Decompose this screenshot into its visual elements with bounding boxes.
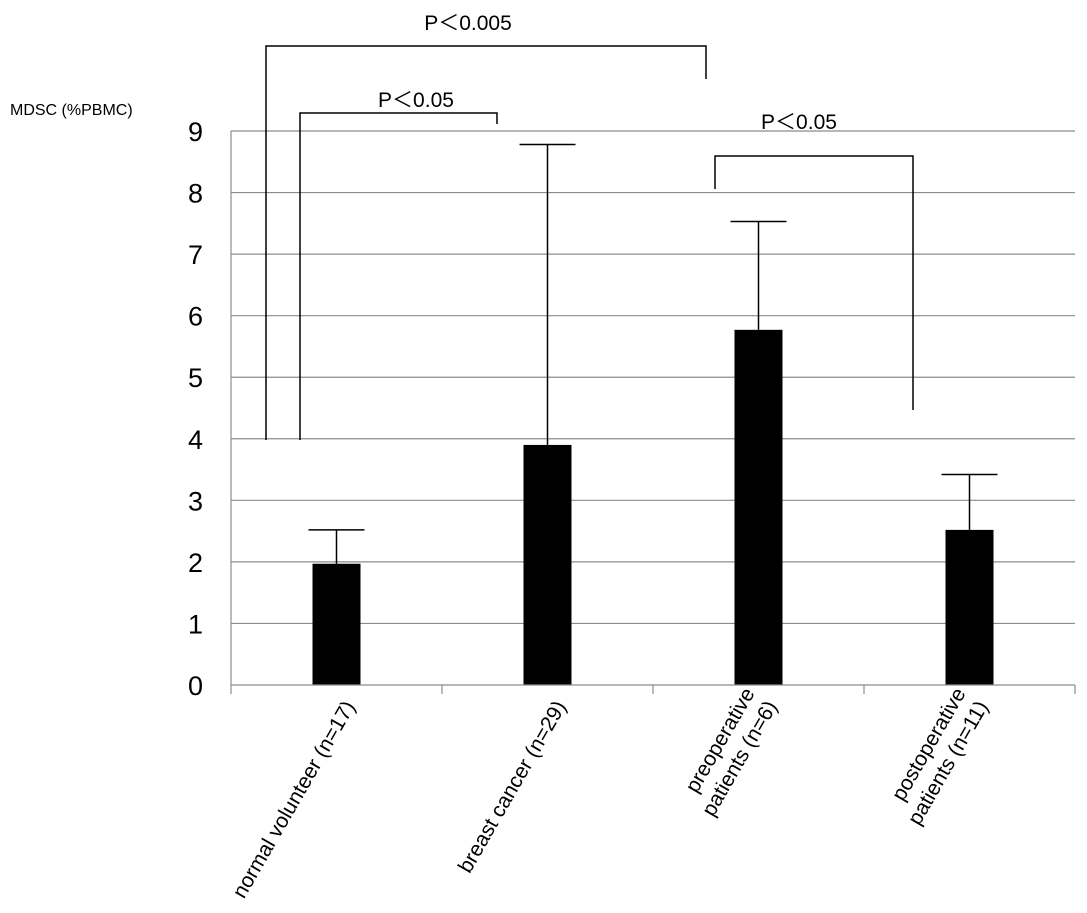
y-axis-label: MDSC (%PBMC)	[10, 102, 133, 119]
significance-label: P＜0.05	[378, 89, 454, 112]
y-tick-label: 2	[188, 548, 203, 578]
category-label-line: normal volunteer (n=17)	[228, 697, 360, 902]
significance-label: P＜0.05	[761, 111, 837, 134]
significance-bracket	[299, 112, 498, 440]
y-tick-label: 1	[188, 609, 203, 639]
y-tick-label: 6	[188, 302, 203, 332]
y-axis-ticks: 0 1 2 3 4 5 6 7 8 9	[188, 117, 203, 701]
x-axis	[230, 131, 1076, 694]
significance-bracket	[265, 45, 707, 440]
significance-brackets: P＜0.005 P＜0.05 P＜0.05	[265, 12, 914, 440]
category-label: normal volunteer (n=17)	[228, 697, 360, 902]
bar	[312, 563, 361, 685]
category-label-line: breast cancer (n=29)	[454, 697, 571, 877]
category-labels: normal volunteer (n=17) breast cancer (n=…	[228, 684, 993, 902]
significance-bracket	[714, 155, 914, 410]
y-tick-label: 7	[188, 240, 203, 270]
y-tick-label: 5	[188, 363, 203, 393]
bar	[523, 444, 572, 685]
y-tick-label: 9	[188, 117, 203, 147]
significance-label: P＜0.005	[424, 12, 512, 35]
category-label: preoperativepatients (n=6)	[675, 684, 782, 820]
y-tick-label: 4	[188, 425, 203, 455]
category-label: postoperativepatients (n=11)	[881, 684, 993, 829]
error-bars	[308, 143, 998, 564]
gridlines	[231, 130, 1075, 625]
y-tick-label: 8	[188, 179, 203, 209]
y-tick-label: 3	[188, 486, 203, 516]
bars	[312, 329, 994, 685]
bar	[945, 529, 994, 685]
y-tick-label: 0	[188, 671, 203, 701]
category-label: breast cancer (n=29)	[454, 697, 571, 877]
bar	[734, 329, 783, 685]
